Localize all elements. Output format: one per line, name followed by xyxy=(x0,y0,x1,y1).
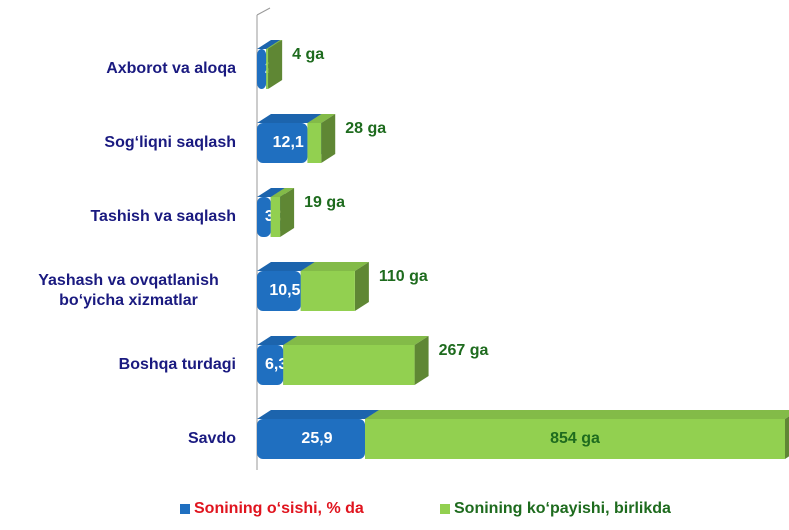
value-label: 19 ga xyxy=(304,194,345,211)
bar-depth xyxy=(257,188,285,197)
value-label: 267 ga xyxy=(439,342,489,359)
bar-depth xyxy=(307,114,336,123)
value-label: 110 ga xyxy=(379,268,428,285)
bar xyxy=(283,345,415,385)
bar-side xyxy=(321,114,336,163)
bar-depth xyxy=(283,336,429,345)
value-label: 28 ga xyxy=(345,120,386,137)
bar xyxy=(365,419,785,459)
bar xyxy=(257,419,365,459)
legend-label: Sonining o‘sishi, % da xyxy=(194,500,364,517)
category-text: Boshqa turdagi xyxy=(118,356,236,373)
bar-depth xyxy=(257,336,298,345)
bar xyxy=(257,123,308,163)
bar xyxy=(300,271,355,311)
legend-label: Sonining ko‘payishi, birlikda xyxy=(454,500,671,517)
bar-side xyxy=(785,416,789,459)
axis-depth xyxy=(256,7,271,16)
bar-side xyxy=(414,336,429,385)
category-label: Boshqa turdagi xyxy=(0,355,236,375)
bar-depth xyxy=(365,410,789,419)
bar xyxy=(257,197,271,237)
category-label: Tashish va saqlash xyxy=(0,207,236,227)
legend-swatch xyxy=(180,504,190,514)
legend-swatch xyxy=(440,504,450,514)
bar-depth xyxy=(257,40,281,49)
category-text: Tashish va saqlash xyxy=(90,208,236,225)
bar-depth xyxy=(257,114,322,123)
bar-depth xyxy=(270,188,295,197)
value-label: 12,1 xyxy=(273,134,304,151)
bar xyxy=(257,49,267,89)
bar-depth xyxy=(266,40,283,49)
bar xyxy=(257,271,301,311)
value-label: 25,9 xyxy=(301,430,332,447)
category-text: Axborot va aloqa xyxy=(106,60,236,77)
category-label: Savdo xyxy=(0,429,236,449)
bar-depth xyxy=(257,410,379,419)
bar-side xyxy=(354,262,369,311)
bar-side xyxy=(280,188,295,237)
category-label: Sog‘liqni saqlash xyxy=(0,133,236,153)
legend-item: Sonining ko‘payishi, birlikda xyxy=(440,500,671,518)
value-label: 6,3 xyxy=(265,356,287,373)
bar xyxy=(270,197,281,237)
bar-depth xyxy=(257,262,315,271)
category-label: Yashash va ovqatlanish bo‘yicha xizmatla… xyxy=(0,271,236,311)
bar-side xyxy=(268,40,283,89)
value-label: 10,5 xyxy=(269,282,300,299)
category-text: Yashash va ovqatlanish bo‘yicha xizmatla… xyxy=(38,272,219,309)
bar xyxy=(257,345,284,385)
bar-depth xyxy=(300,262,369,271)
category-label: Axborot va aloqa xyxy=(0,59,236,79)
category-text: Savdo xyxy=(187,430,236,447)
category-text: Sog‘liqni saqlash xyxy=(104,134,236,151)
value-label: 4 ga xyxy=(292,46,324,63)
value-label: 854 ga xyxy=(550,430,600,447)
bar xyxy=(307,123,322,163)
legend-item: Sonining o‘sishi, % da xyxy=(180,500,364,518)
bar xyxy=(266,49,269,89)
